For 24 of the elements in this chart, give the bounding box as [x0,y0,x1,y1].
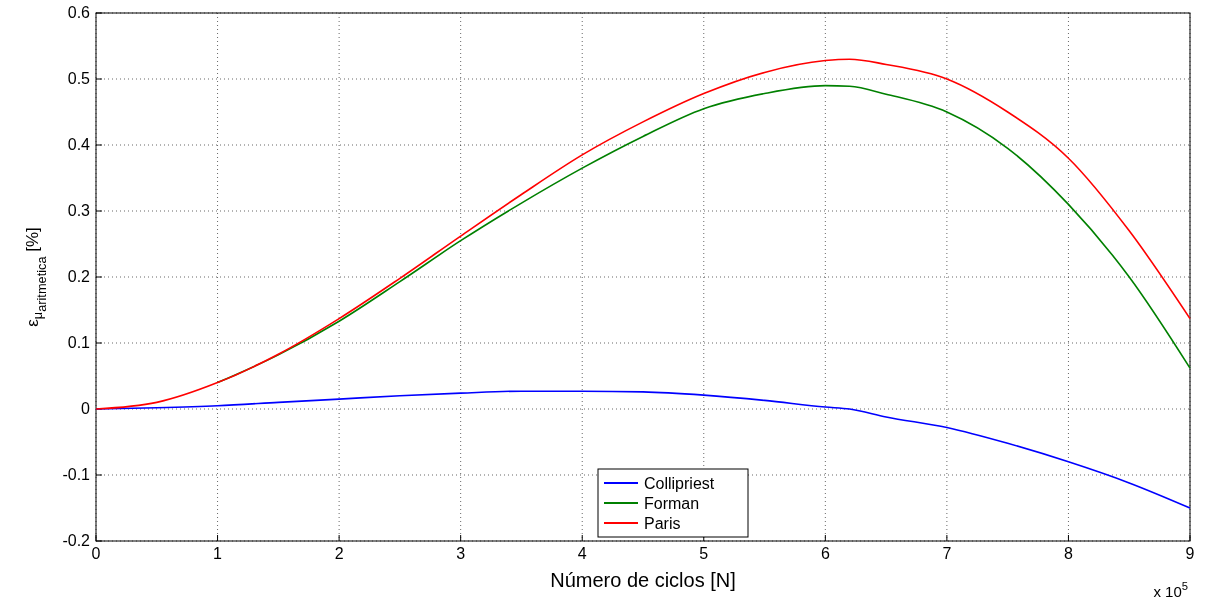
y-tick-label: 0.2 [67,268,91,285]
x-tick-label: 9 [1185,545,1195,562]
y-tick-label: -0.1 [62,466,91,483]
legend-label: Collipriest [644,475,715,492]
y-tick-label: 0.4 [67,136,91,153]
y-tick-label: 0.1 [67,334,91,351]
x-tick-label: 6 [820,545,830,562]
y-tick-label: 0.6 [67,4,91,21]
legend-label: Forman [644,495,700,512]
y-tick-label: 0.5 [67,70,91,87]
line-series [95,58,1191,410]
y-tick-label: 0.3 [67,202,91,219]
x-tick-label: 1 [213,545,223,562]
y-tick-label: -0.2 [62,532,91,549]
text: x 10$^{5}$ [1153,580,1188,600]
x-tick-label: 7 [942,545,952,562]
legend-label: Paris [644,515,681,532]
y-tick-label: 0 [81,400,91,417]
x-tick-label: 4 [577,545,587,562]
x-axis-title: Número de ciclos [N] [550,569,736,591]
x-tick-label: 8 [1063,545,1073,562]
x-tick-label: 2 [334,545,344,562]
x-tick-label: 5 [699,545,709,562]
x-tick-label: 3 [456,545,466,562]
